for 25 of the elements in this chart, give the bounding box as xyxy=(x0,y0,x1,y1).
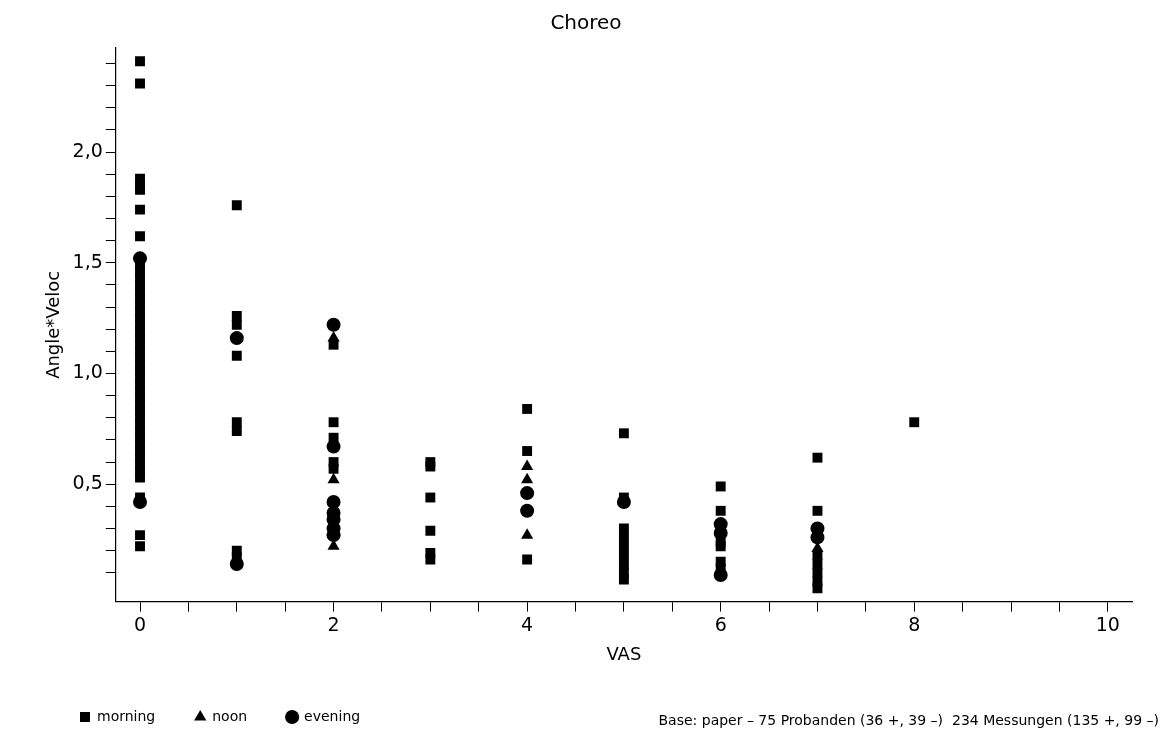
point xyxy=(229,331,244,346)
x-tick-label: 4 xyxy=(521,612,534,635)
chart-title: Choreo xyxy=(550,10,622,35)
x-tick-label: 10 xyxy=(1095,612,1120,635)
x-tick-label: 0 xyxy=(133,612,147,635)
text: Base: paper – 75 Probanden (36 +, 39 –) 234 Messungen (135 +, 99 –) xyxy=(658,711,1159,728)
legend-label: morning xyxy=(97,707,156,724)
x-axis-title: VAS xyxy=(606,642,642,664)
legend-label: evening xyxy=(304,707,361,724)
y-tick-label: 1,0 xyxy=(72,360,103,383)
y-tick-label: 0,5 xyxy=(72,471,103,494)
y-tick-label: 1,5 xyxy=(72,249,103,272)
x-tick-label: 8 xyxy=(908,612,921,635)
point xyxy=(521,528,534,539)
y-tick-label: 2,0 xyxy=(72,139,103,162)
x-tick-label: 6 xyxy=(714,612,727,635)
point xyxy=(521,472,534,484)
point xyxy=(521,459,534,471)
point xyxy=(520,503,535,518)
point xyxy=(520,486,535,501)
y-axis-title: Angle*Veloc xyxy=(42,270,64,379)
legend-label: noon xyxy=(212,707,248,724)
x-tick-label: 2 xyxy=(327,612,340,635)
point xyxy=(327,472,340,484)
point xyxy=(326,317,341,332)
